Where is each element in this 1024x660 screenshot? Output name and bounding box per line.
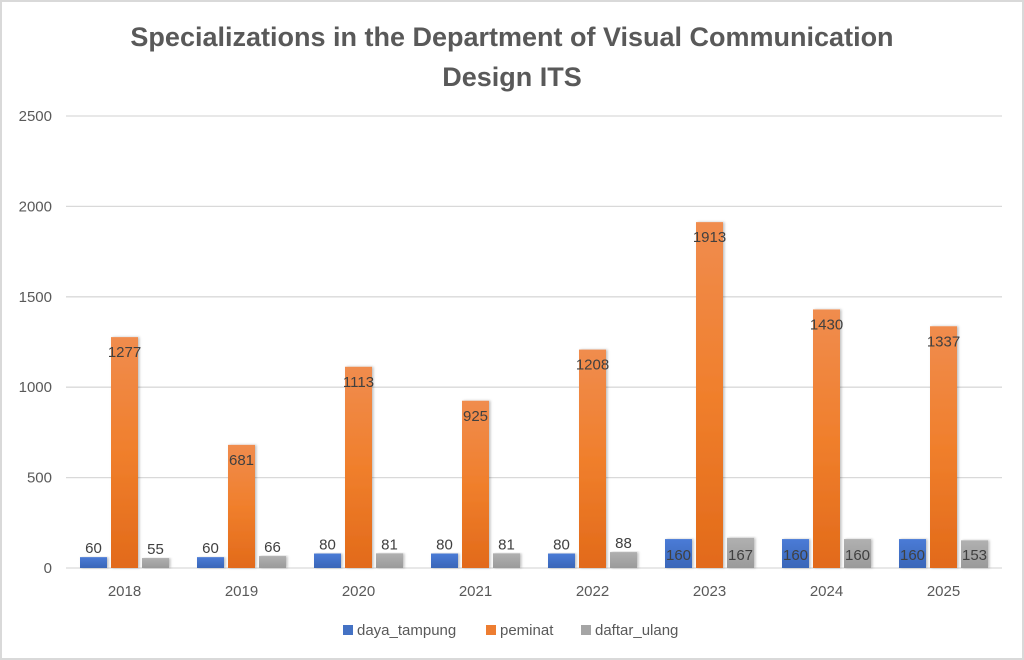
chart-title-line-2: Design ITS [442, 62, 582, 92]
bar-daftar-ulang [376, 553, 403, 568]
bar-peminat [345, 366, 372, 568]
data-label: 167 [728, 547, 753, 564]
data-label: 66 [264, 539, 281, 556]
y-tick-label: 500 [27, 470, 52, 487]
bar-daftar-ulang [142, 558, 169, 568]
bar-daya-tampung [197, 557, 224, 568]
bar-daya-tampung [431, 553, 458, 568]
data-label: 160 [900, 547, 925, 564]
y-tick-label: 1000 [19, 379, 52, 396]
x-tick-label: 2018 [108, 583, 141, 600]
data-label: 153 [962, 547, 987, 564]
bar-peminat [930, 326, 957, 568]
data-label: 60 [202, 540, 219, 557]
bar-daya-tampung [548, 553, 575, 568]
data-label: 55 [147, 541, 164, 558]
x-tick-label: 2021 [459, 583, 492, 600]
bar-daftar-ulang [961, 540, 988, 568]
data-label: 1277 [108, 344, 141, 361]
bar-peminat [111, 337, 138, 568]
x-tick-label: 2022 [576, 583, 609, 600]
data-label: 1337 [927, 333, 960, 350]
bar-daftar-ulang [610, 552, 637, 568]
data-label: 160 [783, 547, 808, 564]
bar-peminat [579, 349, 606, 568]
data-label: 1113 [343, 374, 374, 391]
bar-daya-tampung [782, 539, 809, 568]
data-label: 81 [498, 536, 515, 553]
data-label: 80 [553, 537, 570, 554]
bar-peminat [462, 400, 489, 568]
x-tick-label: 2024 [810, 583, 843, 600]
data-label: 1208 [576, 357, 609, 374]
data-label: 81 [381, 536, 398, 553]
data-label: 681 [229, 452, 254, 469]
data-label: 60 [85, 540, 102, 557]
bar-daftar-ulang [259, 556, 286, 568]
bar-daftar-ulang [727, 537, 754, 568]
data-label: 80 [319, 537, 336, 554]
legend-label: daya_tampung [357, 622, 456, 639]
data-label: 160 [845, 547, 870, 564]
y-tick-label: 2000 [19, 198, 52, 215]
data-label: 925 [463, 408, 488, 425]
bar-peminat [696, 222, 723, 569]
y-tick-label: 0 [44, 560, 52, 577]
data-label: 88 [615, 535, 632, 552]
data-label: 1913 [693, 229, 726, 246]
x-tick-label: 2025 [927, 583, 960, 600]
bar-daya-tampung [665, 539, 692, 568]
bar-peminat [813, 309, 840, 568]
y-tick-label: 1500 [19, 289, 52, 306]
bar-daya-tampung [80, 557, 107, 568]
legend-label: peminat [500, 622, 554, 639]
x-tick-label: 2020 [342, 583, 375, 600]
legend-label: daftar_ulang [595, 622, 678, 639]
legend-swatch-peminat [486, 625, 496, 635]
bar-daya-tampung [314, 553, 341, 568]
x-tick-label: 2019 [225, 583, 258, 600]
x-tick-label: 2023 [693, 583, 726, 600]
y-tick-label: 2500 [19, 108, 52, 125]
data-label: 80 [436, 537, 453, 554]
legend-swatch-daftar-ulang [581, 625, 591, 635]
bar-daftar-ulang [493, 553, 520, 568]
bar-daya-tampung [899, 539, 926, 568]
data-label: 1430 [810, 316, 843, 333]
bar-daftar-ulang [844, 539, 871, 568]
data-label: 160 [666, 547, 691, 564]
legend-swatch-daya-tampung [343, 625, 353, 635]
chart-title-line-1: Specializations in the Department of Vis… [130, 22, 893, 52]
bar-peminat [228, 444, 255, 568]
